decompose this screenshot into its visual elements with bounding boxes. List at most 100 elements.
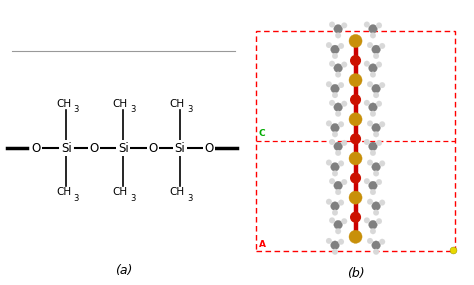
Circle shape: [376, 62, 382, 68]
Circle shape: [341, 218, 347, 224]
Circle shape: [331, 202, 339, 210]
Circle shape: [372, 123, 381, 132]
Circle shape: [379, 82, 385, 88]
Circle shape: [369, 142, 377, 151]
Circle shape: [326, 121, 332, 126]
Circle shape: [332, 131, 338, 137]
Circle shape: [338, 200, 344, 205]
Circle shape: [379, 160, 385, 166]
Circle shape: [331, 84, 339, 93]
Circle shape: [329, 139, 335, 145]
Circle shape: [372, 45, 381, 54]
Circle shape: [376, 101, 382, 107]
Text: O: O: [148, 142, 157, 155]
Circle shape: [332, 210, 338, 215]
Text: 3: 3: [73, 194, 79, 203]
Circle shape: [370, 189, 376, 195]
Circle shape: [335, 228, 341, 234]
Circle shape: [334, 25, 343, 33]
Circle shape: [369, 181, 377, 190]
Circle shape: [349, 34, 362, 48]
Circle shape: [376, 179, 382, 185]
Circle shape: [334, 181, 343, 190]
Circle shape: [369, 64, 377, 72]
Circle shape: [338, 121, 344, 127]
Circle shape: [370, 150, 376, 156]
Circle shape: [338, 82, 344, 88]
Circle shape: [326, 42, 332, 48]
Circle shape: [335, 111, 341, 117]
Text: CH: CH: [56, 99, 71, 109]
Circle shape: [334, 220, 343, 229]
Circle shape: [379, 200, 385, 205]
Circle shape: [338, 160, 344, 166]
Circle shape: [349, 152, 362, 165]
Circle shape: [341, 179, 347, 185]
Circle shape: [369, 220, 377, 229]
Circle shape: [331, 162, 339, 171]
Circle shape: [332, 53, 338, 59]
Circle shape: [341, 62, 347, 68]
Circle shape: [349, 191, 362, 204]
Circle shape: [373, 249, 379, 255]
Text: 3: 3: [73, 105, 79, 114]
Circle shape: [329, 178, 335, 184]
Circle shape: [351, 134, 360, 144]
Circle shape: [338, 43, 344, 49]
Text: Si: Si: [61, 142, 72, 155]
Circle shape: [334, 103, 343, 111]
Circle shape: [338, 239, 344, 245]
Text: CH: CH: [170, 187, 185, 198]
Circle shape: [376, 140, 382, 146]
Circle shape: [364, 100, 370, 106]
Circle shape: [332, 249, 338, 255]
Circle shape: [341, 101, 347, 107]
Circle shape: [341, 23, 347, 28]
Circle shape: [379, 121, 385, 127]
Circle shape: [351, 212, 360, 222]
Circle shape: [364, 22, 370, 27]
Circle shape: [349, 74, 362, 87]
Circle shape: [369, 103, 377, 111]
Circle shape: [351, 56, 360, 65]
Circle shape: [370, 228, 376, 234]
Circle shape: [364, 217, 370, 223]
Circle shape: [331, 241, 339, 250]
Circle shape: [373, 131, 379, 137]
Circle shape: [372, 162, 381, 171]
Circle shape: [364, 61, 370, 67]
Circle shape: [373, 53, 379, 59]
Text: O: O: [31, 142, 40, 155]
Text: Si: Si: [175, 142, 185, 155]
Circle shape: [367, 199, 373, 205]
Circle shape: [367, 238, 373, 244]
Circle shape: [370, 32, 376, 38]
Circle shape: [335, 32, 341, 38]
Circle shape: [367, 42, 373, 48]
Circle shape: [351, 95, 360, 105]
Circle shape: [369, 25, 377, 33]
Circle shape: [373, 170, 379, 176]
Text: CH: CH: [113, 187, 128, 198]
Circle shape: [349, 230, 362, 243]
Circle shape: [331, 123, 339, 132]
Circle shape: [326, 199, 332, 205]
Circle shape: [329, 61, 335, 67]
Circle shape: [332, 92, 338, 98]
Text: 3: 3: [130, 194, 136, 203]
Circle shape: [372, 241, 381, 250]
Circle shape: [341, 140, 347, 146]
Text: C: C: [259, 129, 265, 139]
Circle shape: [372, 202, 381, 210]
Circle shape: [379, 43, 385, 49]
Circle shape: [367, 121, 373, 126]
Text: (b): (b): [347, 267, 365, 280]
Text: CH: CH: [170, 99, 185, 109]
Circle shape: [329, 217, 335, 223]
Circle shape: [379, 239, 385, 245]
Circle shape: [331, 45, 339, 54]
Text: 3: 3: [187, 105, 193, 114]
Circle shape: [326, 238, 332, 244]
Circle shape: [335, 189, 341, 195]
Circle shape: [326, 160, 332, 166]
